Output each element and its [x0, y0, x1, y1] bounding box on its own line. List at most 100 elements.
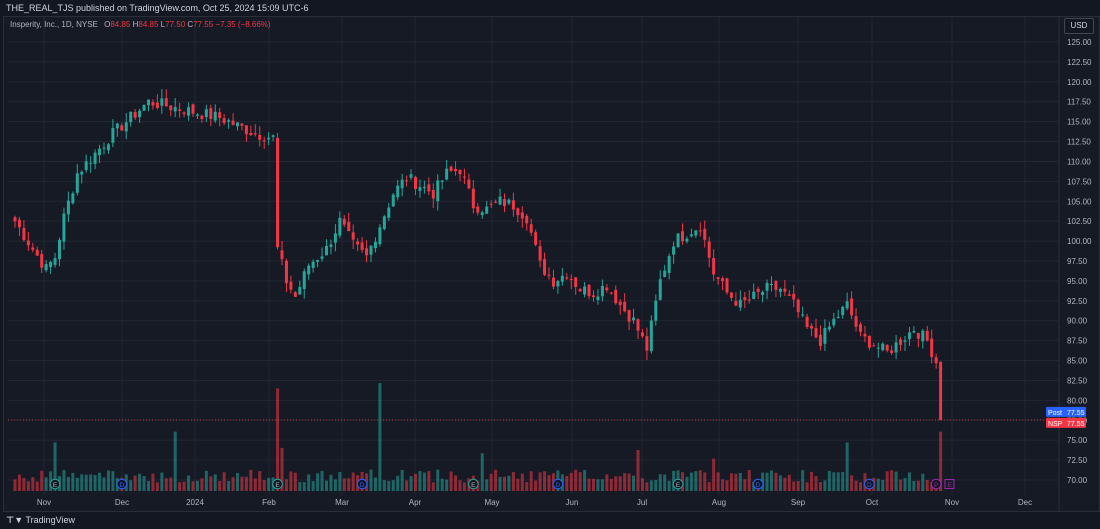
y-tick-label: 80.00: [1067, 396, 1088, 405]
candle-body: [89, 162, 93, 164]
volume-bar: [13, 479, 17, 491]
candle-body: [596, 296, 600, 301]
candle-body: [774, 281, 778, 290]
volume-bar: [636, 449, 640, 491]
price-badge: [1046, 417, 1086, 428]
volume-bar: [859, 482, 862, 491]
volume-bar: [738, 473, 742, 491]
candle-layer: [13, 89, 943, 421]
candle-body: [841, 306, 845, 316]
candle-body: [440, 180, 444, 182]
candle-body: [907, 332, 911, 340]
candle-body: [302, 271, 306, 290]
candle-body: [498, 196, 502, 205]
candle-body: [756, 288, 760, 292]
volume-bar: [841, 472, 845, 491]
volume-bar: [770, 470, 773, 491]
price-chart[interactable]: E D E D E D E D D P E Nov Dec 2024 Feb Mar Apr May Jun Jul…: [4, 17, 1099, 511]
volume-bar: [903, 478, 907, 491]
volume-bar: [458, 480, 462, 491]
candle-body: [347, 221, 351, 232]
candle-body: [543, 259, 547, 275]
candle-body: [387, 207, 391, 218]
price-badge-value: 77.55: [1067, 421, 1085, 428]
candle-body: [645, 336, 649, 351]
candle-body: [147, 99, 150, 106]
candle-body: [583, 286, 587, 295]
volume-bar: [138, 473, 142, 491]
y-tick-label: 90.00: [1067, 317, 1088, 326]
x-tick-label: Aug: [712, 498, 726, 507]
volume-bar: [84, 474, 88, 491]
volume-bar: [160, 472, 164, 491]
candle-body: [35, 249, 39, 256]
candle-body: [636, 319, 640, 331]
volume-bar: [783, 477, 787, 491]
volume-bar: [98, 472, 102, 491]
volume-bar: [765, 472, 769, 491]
candle-body: [747, 299, 751, 301]
symbol-name: Insperity, Inc., 1D, NYSE: [10, 20, 98, 29]
close-label: C: [187, 20, 194, 29]
volume-bar: [289, 471, 293, 491]
volume-bar: [155, 482, 159, 491]
volume-bar: [640, 478, 644, 491]
high-label: H: [132, 20, 139, 29]
candle-body: [565, 277, 569, 279]
candle-body: [284, 260, 288, 284]
candle-body: [770, 283, 773, 285]
candle-body: [120, 125, 124, 131]
earnings-marker-icon: [930, 478, 942, 490]
volume-bar: [258, 471, 262, 491]
volume-bar: [823, 480, 827, 491]
volume-bar: [106, 470, 110, 491]
candle-body: [289, 281, 293, 290]
symbol-legend[interactable]: Insperity, Inc., 1D, NYSE O84.85 H84.85 …: [10, 20, 271, 29]
candle-body: [195, 114, 199, 116]
volume-bar: [333, 479, 337, 491]
y-tick-label: 125.00: [1067, 38, 1092, 47]
footer-brand: TradingView: [25, 515, 76, 525]
footer: ⊤▼ TradingView: [0, 512, 1100, 529]
candle-body: [578, 289, 582, 292]
candle-body: [894, 342, 898, 353]
volume-bar: [538, 472, 542, 491]
volume-bar: [667, 480, 671, 491]
marker-label: E: [471, 482, 476, 489]
candle-body: [623, 302, 627, 312]
currency-button[interactable]: USD: [1064, 18, 1094, 34]
volume-bar: [605, 474, 609, 491]
y-tick-label: 120.00: [1067, 78, 1092, 87]
candle-body: [752, 291, 756, 299]
volume-bar: [262, 480, 266, 491]
volume-bar: [267, 477, 271, 491]
volume-bar: [890, 470, 894, 491]
volume-bar: [164, 478, 168, 491]
chart-area[interactable]: E D E D E D E D D P E Nov Dec 2024 Feb Mar Apr May Jun Jul…: [3, 16, 1100, 512]
y-tick-label: 85.00: [1067, 357, 1088, 366]
candle-body: [885, 344, 889, 351]
candle-body: [66, 200, 70, 215]
candle-body: [792, 293, 796, 300]
candle-body: [743, 297, 747, 301]
candle-body: [850, 298, 854, 316]
volume-bar: [614, 476, 618, 491]
candle-body: [240, 123, 244, 126]
volume-bar: [881, 479, 885, 491]
publisher-header: THE_REAL_TJS published on TradingView.co…: [0, 0, 1100, 16]
tradingview-logo-icon: ⊤▼: [6, 515, 24, 525]
candle-body: [396, 185, 400, 198]
candle-body: [351, 232, 355, 240]
volume-bar: [694, 471, 698, 491]
dividend-marker-icon: [552, 478, 564, 490]
candle-body: [436, 180, 440, 202]
candle-body: [658, 279, 662, 300]
candle-body: [142, 105, 146, 111]
volume-bar: [369, 469, 373, 491]
volume-bar: [405, 480, 409, 491]
candle-body: [667, 256, 671, 273]
volume-bar: [618, 476, 622, 491]
candle-body: [939, 361, 943, 420]
candle-body: [93, 152, 97, 164]
